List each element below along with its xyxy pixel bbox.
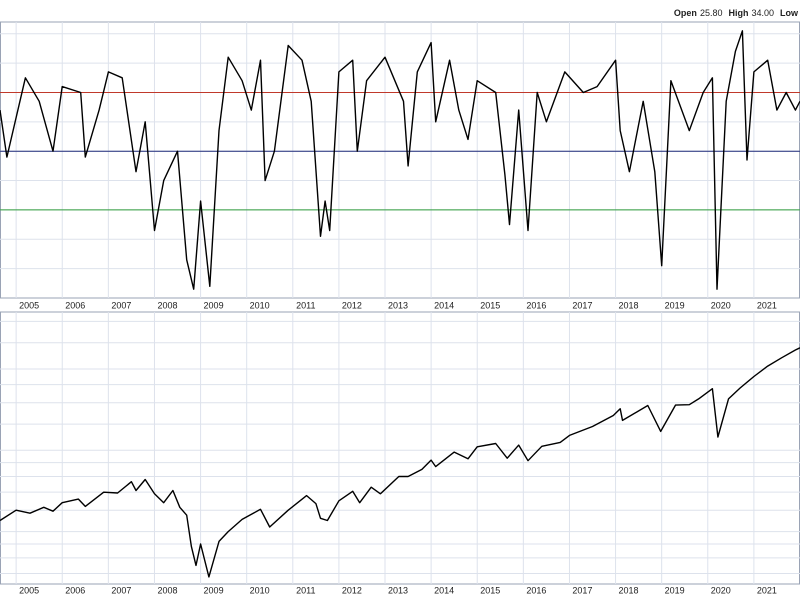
x-tick-label: 2018 <box>619 300 639 310</box>
x-tick-label: 2006 <box>65 585 85 595</box>
x-tick-label: 2015 <box>480 300 500 310</box>
x-tick-label: 2010 <box>250 585 270 595</box>
price-line <box>0 347 800 578</box>
x-tick-label: 2007 <box>111 585 131 595</box>
x-tick-label: 2020 <box>711 585 731 595</box>
x-tick-label: 2017 <box>572 300 592 310</box>
x-tick-label: 2010 <box>250 300 270 310</box>
quote-header: Open 25.80 High 34.00 Low <box>674 8 799 18</box>
x-tick-label: 2008 <box>157 585 177 595</box>
price-line <box>0 30 800 290</box>
x-tick-label: 2018 <box>619 585 639 595</box>
x-tick-label: 2019 <box>665 300 685 310</box>
x-tick-label: 2011 <box>296 585 315 595</box>
x-tick-label: 2008 <box>157 300 177 310</box>
x-tick-label: 2007 <box>111 300 131 310</box>
x-tick-label: 2013 <box>388 300 408 310</box>
x-tick-label: 2015 <box>480 585 500 595</box>
x-tick-label: 2014 <box>434 300 454 310</box>
quote-value: 34.00 <box>751 8 774 18</box>
x-tick-label: 2011 <box>296 300 315 310</box>
quote-label: Low <box>780 8 799 18</box>
x-tick-label: 2009 <box>204 585 224 595</box>
x-tick-label: 2020 <box>711 300 731 310</box>
x-tick-label: 2016 <box>526 300 546 310</box>
x-tick-label: 2021 <box>757 300 777 310</box>
quote-label: Open <box>674 8 697 18</box>
x-tick-label: 2005 <box>19 300 39 310</box>
x-tick-label: 2012 <box>342 300 362 310</box>
x-tick-label: 2019 <box>665 585 685 595</box>
x-tick-label: 2006 <box>65 300 85 310</box>
x-tick-label: 2009 <box>204 300 224 310</box>
x-tick-label: 2021 <box>757 585 777 595</box>
x-tick-label: 2016 <box>526 585 546 595</box>
x-tick-label: 2014 <box>434 585 454 595</box>
x-tick-label: 2017 <box>572 585 592 595</box>
x-tick-label: 2005 <box>19 585 39 595</box>
x-tick-label: 2013 <box>388 585 408 595</box>
plot-area <box>0 311 800 585</box>
quote-label: High <box>728 8 748 18</box>
quote-value: 25.80 <box>700 8 723 18</box>
x-tick-label: 2012 <box>342 585 362 595</box>
